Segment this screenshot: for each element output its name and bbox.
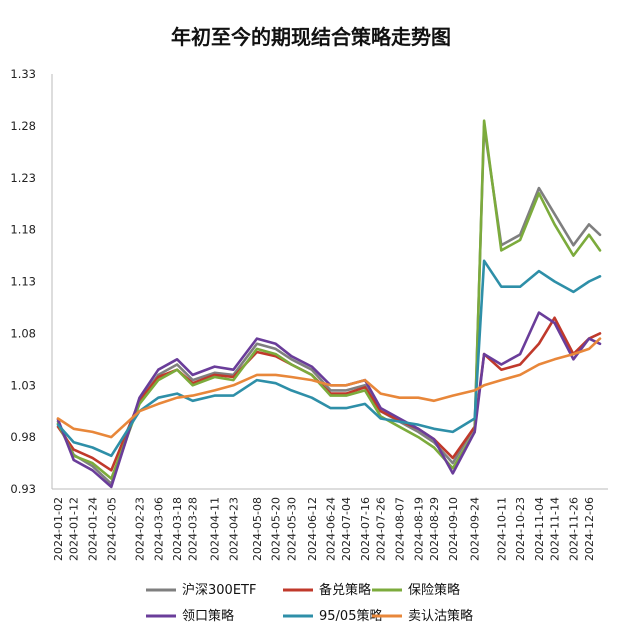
x-tick-label: 2024-07-04: [340, 497, 353, 561]
x-tick-label: 2024-10-23: [514, 497, 527, 561]
y-tick-label: 1.13: [10, 275, 36, 289]
x-tick-label: 2024-12-06: [583, 497, 596, 561]
y-tick-label: 1.23: [10, 171, 36, 185]
x-tick-label: 2024-02-23: [133, 497, 146, 561]
x-tick-labels: 2024-01-02 2024-01-12 2024-01-24 2024-02-05…: [52, 497, 596, 561]
x-tick-label: 2024-11-14: [549, 497, 562, 561]
x-tick-label: 2024-09-24: [469, 497, 482, 561]
y-tick-label: 1.33: [10, 67, 36, 81]
x-tick-label: 2024-08-07: [393, 497, 406, 561]
x-tick-label: 2024-03-18: [171, 497, 184, 561]
y-tick-label: 0.93: [10, 482, 36, 496]
legend-label: 95/05策略: [319, 608, 382, 624]
x-tick-label: 2024-09-10: [447, 497, 460, 561]
x-tick-label: 2024-11-04: [533, 497, 546, 561]
y-tick-label: 1.03: [10, 378, 36, 392]
x-tick-label: 2024-04-23: [227, 497, 240, 561]
x-tick-label: 2024-04-11: [209, 497, 222, 561]
y-tick-label: 0.98: [10, 430, 36, 444]
x-tick-label: 2024-03-06: [152, 497, 165, 561]
series-line-5: [56, 259, 602, 458]
x-tick-label: 2024-06-12: [306, 497, 319, 561]
x-tick-label: 2024-07-26: [375, 497, 388, 561]
series-line-6: [56, 337, 602, 439]
legend-label: 保险策略: [408, 582, 460, 598]
chart-title: 年初至今的期现结合策略走势图: [171, 25, 451, 49]
series-line-3: [56, 119, 602, 480]
legend-label: 备兑策略: [319, 582, 371, 598]
x-tick-label: 2024-07-16: [359, 497, 372, 561]
x-tick-label: 2024-11-26: [567, 497, 580, 561]
legend-label: 领口策略: [182, 608, 234, 624]
x-tick-label: 2024-05-20: [270, 497, 283, 561]
x-tick-label: 2024-08-19: [412, 497, 425, 561]
x-tick-label: 2024-01-12: [68, 497, 81, 561]
x-tick-label: 2024-02-05: [105, 497, 118, 561]
series-lines: [56, 119, 602, 489]
x-tick-label: 2024-01-02: [52, 497, 65, 561]
y-tick-label: 1.08: [10, 326, 36, 340]
x-tick-label: 2024-08-29: [428, 497, 441, 561]
x-tick-label: 2024-05-30: [285, 497, 298, 561]
x-tick-label: 2024-05-08: [251, 497, 264, 561]
y-tick-label: 1.18: [10, 223, 36, 237]
series-line-2: [56, 316, 602, 472]
series-line-4: [56, 311, 602, 489]
x-tick-label: 2024-10-11: [495, 497, 508, 561]
legend-label: 沪深300ETF: [182, 582, 256, 598]
legend-label: 卖认沽策略: [408, 608, 473, 624]
x-tick-label: 2024-03-28: [187, 497, 200, 561]
series-line-1: [56, 124, 602, 486]
x-tick-label: 2024-06-24: [325, 497, 338, 561]
y-tick-labels: 0.93 0.98 1.03 1.08 1.13 1.18 1.23 1.28 1.33: [10, 67, 36, 496]
x-tick-label: 2024-01-24: [86, 497, 99, 561]
y-tick-label: 1.28: [10, 119, 36, 133]
